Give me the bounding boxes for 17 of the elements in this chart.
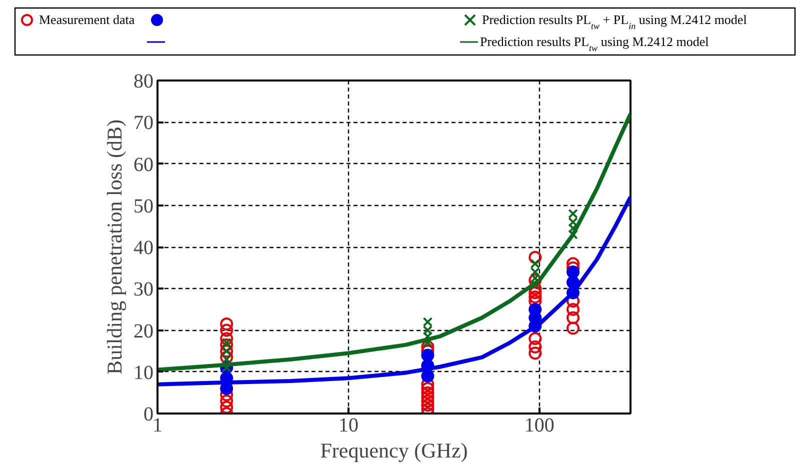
y-tick-label: 30 [134, 278, 154, 301]
legend-label: Measurement data [39, 12, 135, 27]
y-tick-label: 80 [134, 70, 154, 92]
y-tick-label: 10 [134, 362, 154, 384]
y-tick-label: 60 [134, 154, 154, 176]
x-tick-label: 10 [338, 414, 358, 436]
x-axis-title: Frequency (GHz) [320, 438, 468, 462]
y-tick-label: 0 [144, 404, 154, 426]
y-tick-label: 70 [134, 112, 154, 134]
legend-label: Prediction results PL$_{tw}$ using M.2412 model [480, 34, 710, 53]
y-tick-label: 40 [134, 237, 154, 259]
legend-label: Prediction results PL$_{tw}$ + PL$_{in}$ using M.2412 model [482, 12, 748, 31]
y-tick-label: 20 [134, 320, 154, 342]
x-tick-label: 1 [152, 414, 162, 436]
y-axis-title: Building penetration loss (dB) [102, 120, 126, 374]
x-tick-label: 100 [524, 414, 554, 436]
y-tick-label: 50 [134, 195, 154, 218]
